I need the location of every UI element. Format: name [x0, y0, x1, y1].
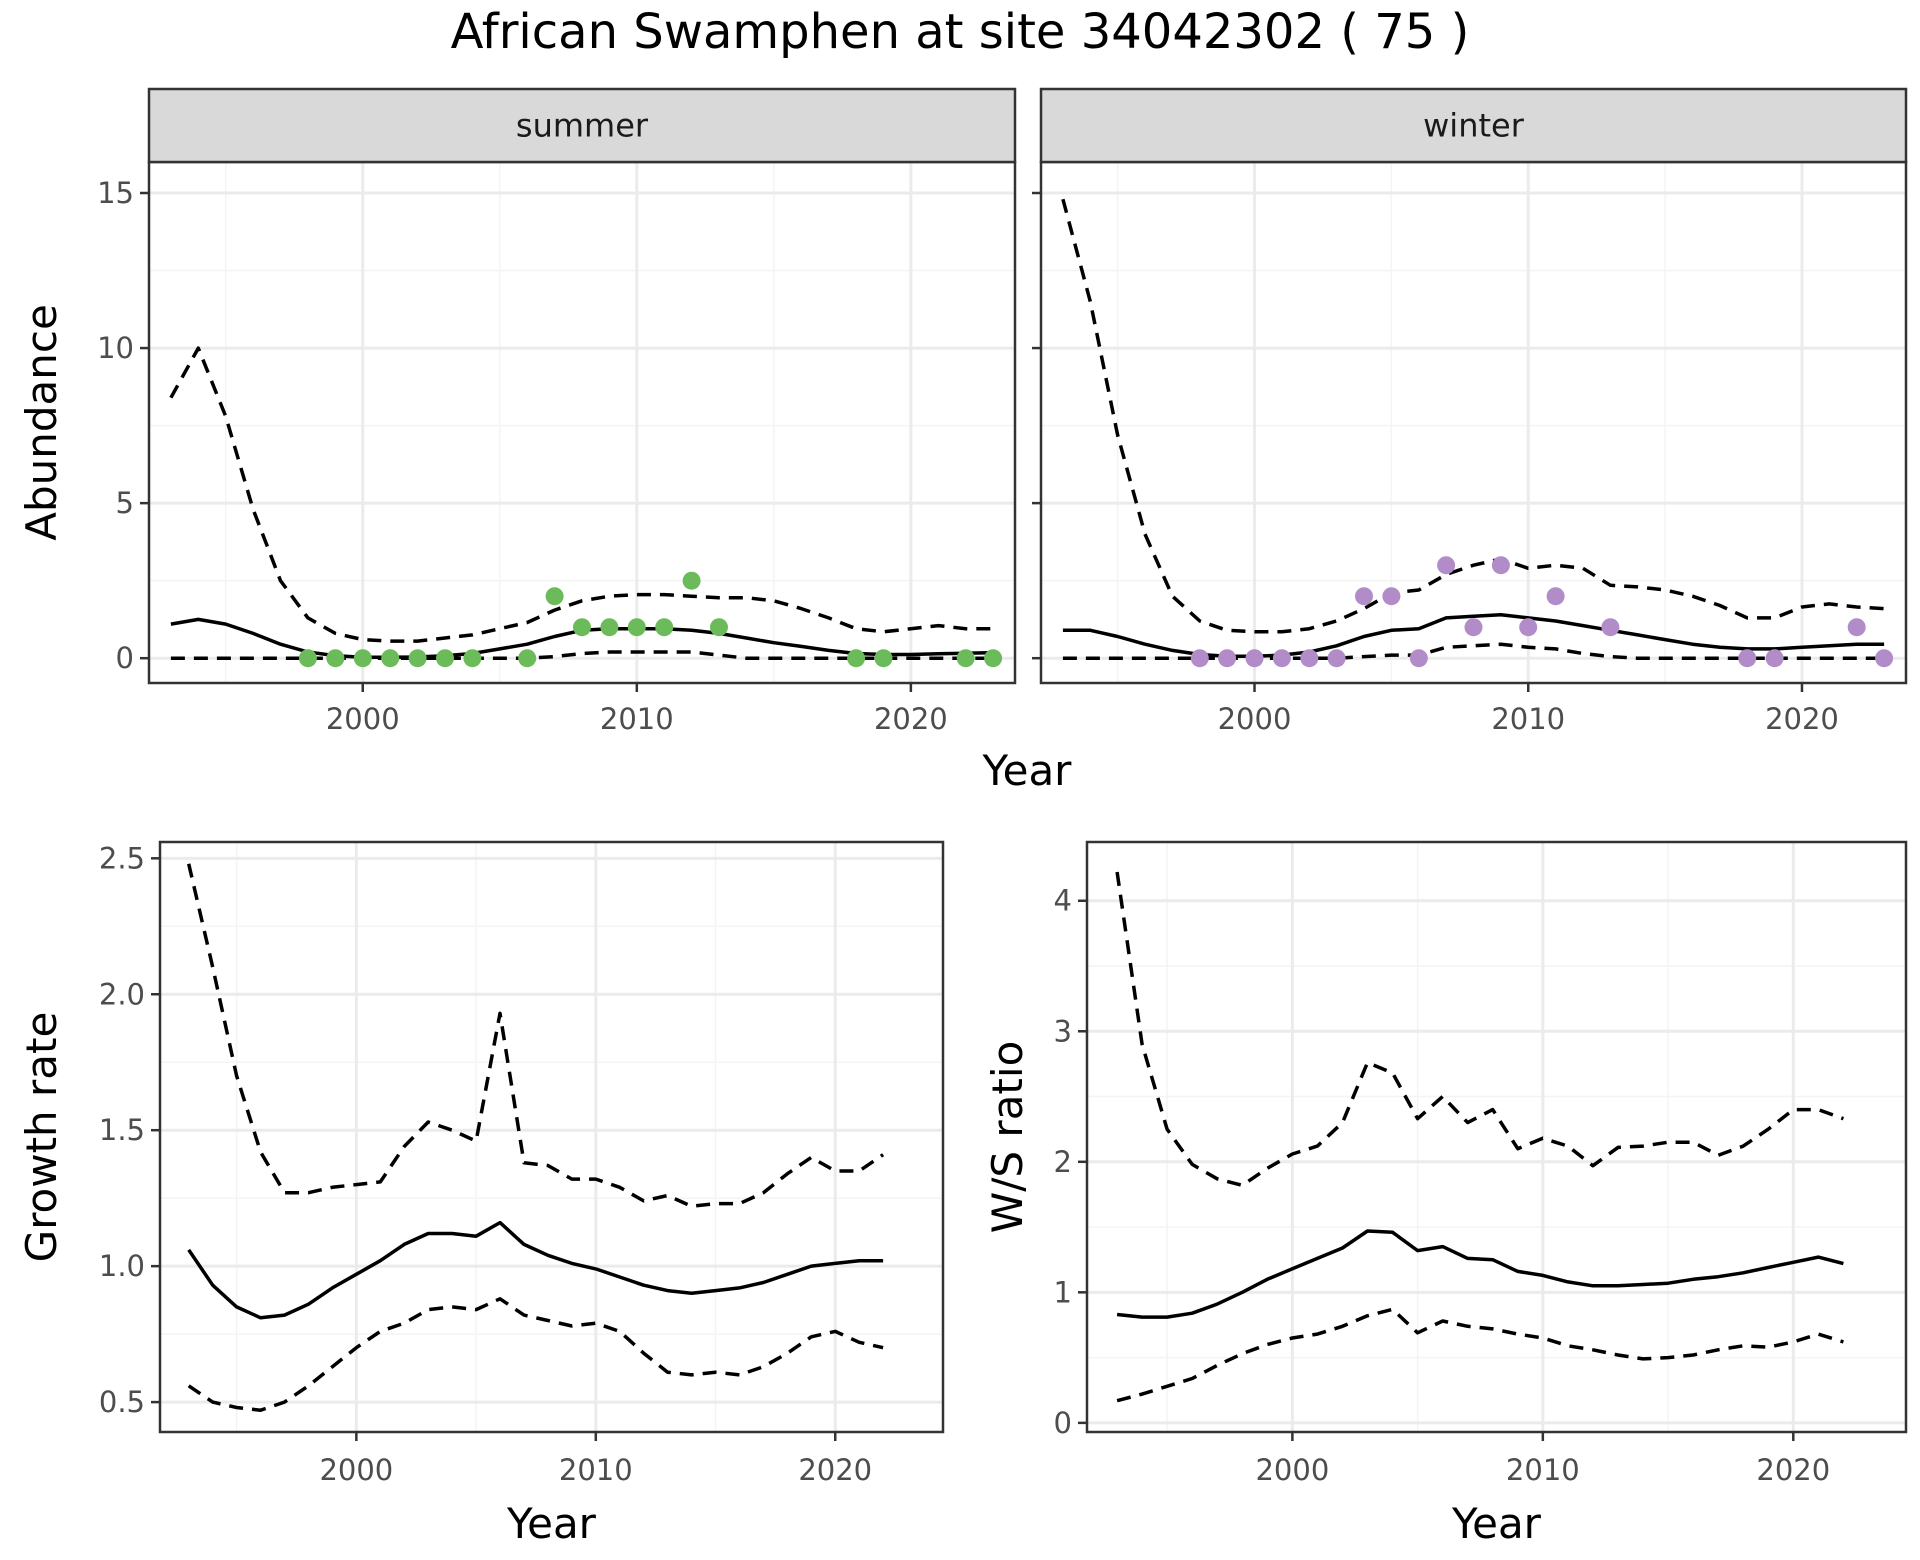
- abundance-summer-observed-point: [710, 618, 728, 637]
- ws_ratio-upper-bound-line: [1115, 871, 1844, 1188]
- ws_ratio-xtick-label: 2020: [1756, 1453, 1830, 1487]
- abundance-summer-observed-point: [682, 571, 701, 590]
- abundance-summer-xtick-label: 2020: [874, 702, 948, 736]
- growth-upper-bound-line: [186, 863, 885, 1209]
- growth-ytick-label: 0.5: [99, 1385, 145, 1419]
- abundance-y-axis-title: Abundance: [17, 304, 66, 541]
- ws_ratio-y-axis-title: W/S ratio: [983, 1041, 1032, 1234]
- growth-ytick-label: 2.0: [99, 977, 145, 1011]
- abundance-summer-ytick-label: 5: [116, 486, 134, 520]
- abundance-winter-observed-point: [1272, 649, 1291, 668]
- ws_ratio-ytick-label: 4: [1054, 884, 1072, 918]
- ws_ratio-mean-line: [1116, 1229, 1844, 1319]
- ws_ratio-xtick-label: 2000: [1255, 1453, 1329, 1487]
- abundance-winter-plot-background: [1041, 162, 1906, 683]
- abundance-winter-strip-label: winter: [1423, 107, 1525, 145]
- abundance-winter-xtick-label: 2000: [1218, 702, 1292, 736]
- abundance-summer-observed-point: [600, 618, 619, 637]
- ws_ratio-plot-background: [1087, 842, 1906, 1432]
- abundance-summer-observed-point: [298, 649, 317, 668]
- abundance-summer-strip-label: summer: [516, 107, 649, 145]
- abundance-winter-observed-point: [1738, 649, 1757, 668]
- ws_ratio-xtick-label: 2010: [1506, 1453, 1580, 1487]
- abundance-chart: summer 0 5 10 15 2000 2010 2020 winter 2000 2010 20…: [17, 87, 1908, 795]
- abundance-summer-observed-point: [436, 649, 454, 668]
- ws_ratio-ytick-label: 2: [1054, 1145, 1072, 1179]
- growth-x-axis-title: Year: [506, 1499, 597, 1548]
- abundance-summer-strip: [147, 87, 1017, 164]
- abundance-winter-observed-point: [1491, 556, 1510, 575]
- growth-lower-bound-line: [187, 1297, 884, 1412]
- abundance-winter-observed-point: [1355, 587, 1373, 606]
- ws_ratio-panel-border: [1085, 840, 1908, 1434]
- abundance-summer-observed-point: [353, 649, 372, 668]
- abundance-winter-xtick-label: 2020: [1765, 702, 1839, 736]
- growth-ytick-label: 1.0: [99, 1249, 145, 1283]
- abundance-summer-xtick-label: 2000: [326, 702, 400, 736]
- abundance-winter-observed-point: [1464, 618, 1483, 637]
- abundance-summer-ytick-label: 0: [116, 641, 134, 675]
- abundance-summer-observed-point: [984, 649, 1003, 668]
- abundance-summer-observed-point: [463, 649, 482, 668]
- growth-xtick-label: 2020: [798, 1453, 872, 1487]
- abundance-winter-observed-point: [1300, 649, 1319, 668]
- growth-panel-border: [158, 840, 945, 1434]
- abundance-winter-observed-point: [1546, 587, 1565, 606]
- ws_ratio-chart: 0 1 2 3 4 2000 2010 2020 Year W/S ratio: [983, 840, 1908, 1548]
- abundance-winter-observed-point: [1601, 618, 1620, 637]
- abundance-winter-observed-point: [1218, 649, 1237, 668]
- growth-ytick-label: 2.5: [99, 841, 145, 875]
- ws_ratio-ytick-label: 1: [1054, 1275, 1072, 1309]
- ws_ratio-ytick-label: 0: [1054, 1406, 1072, 1440]
- abundance-summer-observed-point: [545, 587, 564, 606]
- abundance-winter-observed-point: [1437, 556, 1456, 575]
- abundance-summer-observed-point: [326, 649, 345, 668]
- abundance-winter-observed-point: [1245, 649, 1264, 668]
- abundance-winter-observed-point: [1765, 649, 1784, 668]
- abundance-x-axis-title: Year: [982, 746, 1073, 795]
- abundance-summer-panel: summer 0 5 10 15 2000 2010 2020: [97, 87, 1017, 736]
- abundance-summer-observed-point: [408, 649, 427, 668]
- abundance-summer-observed-point: [847, 649, 866, 668]
- abundance-summer-ytick-label: 15: [97, 176, 134, 210]
- abundance-winter-xtick-label: 2010: [1491, 702, 1565, 736]
- growth-plot-background: [160, 842, 943, 1432]
- abundance-summer-plot-background: [149, 162, 1015, 683]
- abundance-winter-observed-point: [1875, 649, 1894, 668]
- abundance-winter-observed-point: [1327, 649, 1346, 668]
- abundance-winter-observed-point: [1519, 618, 1538, 637]
- figure-title: African Swamphen at site 34042302 ( 75 ): [451, 4, 1470, 60]
- abundance-summer-observed-point: [573, 618, 591, 637]
- growth-xtick-label: 2010: [559, 1453, 633, 1487]
- growth-xtick-label: 2000: [319, 1453, 393, 1487]
- abundance-winter-observed-point: [1847, 618, 1866, 637]
- abundance-winter-observed-point: [1409, 649, 1428, 668]
- abundance-summer-observed-point: [956, 649, 975, 668]
- abundance-summer-observed-point: [655, 618, 674, 637]
- abundance-summer-upper-bound-line: [169, 346, 994, 643]
- growth-y-axis-title: Growth rate: [17, 1012, 66, 1263]
- abundance-winter-observed-point: [1382, 587, 1401, 606]
- ws_ratio-ytick-label: 3: [1054, 1014, 1072, 1048]
- abundance-summer-xtick-label: 2010: [600, 702, 674, 736]
- growth-chart: 0.5 1.0 1.5 2.0 2.5 2000 2010 2020 Year Growth ra…: [17, 840, 945, 1548]
- abundance-summer-observed-point: [518, 649, 537, 668]
- growth-mean-line: [187, 1220, 884, 1320]
- abundance-winter-upper-bound-line: [1061, 198, 1885, 634]
- growth-ytick-label: 1.5: [99, 1113, 145, 1147]
- abundance-winter-strip: [1039, 87, 1908, 164]
- abundance-summer-observed-point: [874, 649, 893, 668]
- abundance-summer-ytick-label: 10: [97, 331, 134, 365]
- abundance-winter-observed-point: [1190, 649, 1209, 668]
- abundance-winter-panel: winter 2000 2010 2020: [1032, 87, 1908, 736]
- abundance-summer-observed-point: [381, 649, 400, 668]
- ws_ratio-x-axis-title: Year: [1451, 1499, 1542, 1548]
- abundance-summer-observed-point: [627, 618, 646, 637]
- ws_ratio-lower-bound-line: [1116, 1307, 1844, 1403]
